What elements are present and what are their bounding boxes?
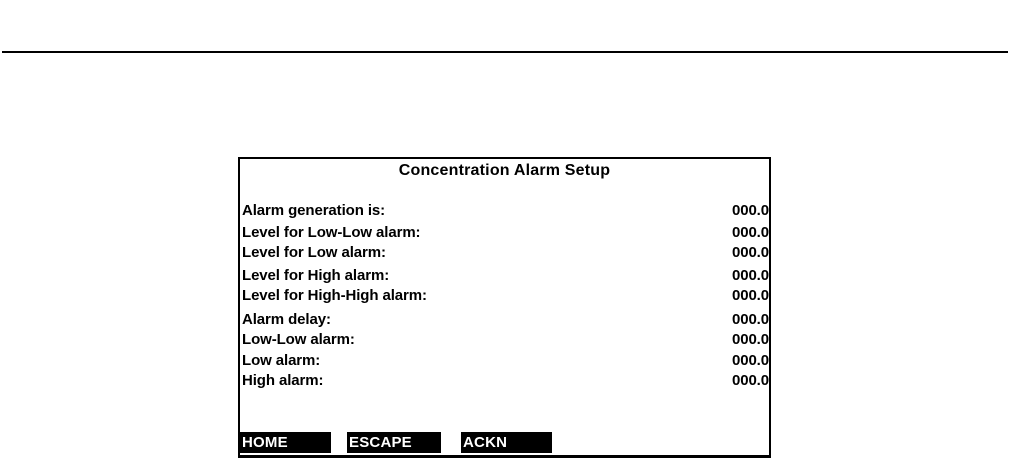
alarm-setting-row: Level for Low-Low alarm: 000.0 <box>241 223 769 243</box>
alarm-setting-row: Level for High-High alarm: 000.0 <box>241 286 769 306</box>
softkey-bar: HOME ESCAPE ACKN <box>240 432 552 453</box>
alarm-setting-label: Level for Low alarm: <box>242 244 386 261</box>
alarm-settings-list: Alarm generation is: 000.0 Level for Low-L… <box>241 201 769 391</box>
alarm-setting-value[interactable]: 000.0 <box>731 287 769 304</box>
alarm-setting-value[interactable]: 000.0 <box>731 311 769 328</box>
alarm-setting-value[interactable]: 000.0 <box>731 202 769 219</box>
alarm-setting-row: Alarm generation is: 000.0 <box>241 201 769 221</box>
alarm-setting-row: High alarm: 000.0 <box>241 371 769 391</box>
alarm-setting-label: Level for High-High alarm: <box>242 287 427 304</box>
softkey-home-button[interactable]: HOME <box>240 432 331 453</box>
alarm-setting-row: Low-Low alarm: 000.0 <box>241 330 769 350</box>
softkey-escape-button[interactable]: ESCAPE <box>347 432 441 453</box>
alarm-setting-value[interactable]: 000.0 <box>731 224 769 241</box>
alarm-setting-row: Level for Low alarm: 000.0 <box>241 243 769 263</box>
alarm-setting-label: Alarm delay: <box>242 311 331 328</box>
alarm-setting-row: Level for High alarm: 000.0 <box>241 266 769 286</box>
alarm-setting-label: High alarm: <box>242 372 324 389</box>
alarm-setting-label: Alarm generation is: <box>242 202 386 219</box>
alarm-setting-value[interactable]: 000.0 <box>731 331 769 348</box>
concentration-alarm-setup-panel: Concentration Alarm Setup Alarm generati… <box>238 157 771 458</box>
softkey-ackn-button[interactable]: ACKN <box>461 432 552 453</box>
page-top-divider <box>2 51 1008 53</box>
alarm-setting-label: Low-Low alarm: <box>242 331 355 348</box>
panel-title: Concentration Alarm Setup <box>398 162 611 179</box>
alarm-setting-value[interactable]: 000.0 <box>731 267 769 284</box>
alarm-setting-label: Low alarm: <box>242 352 321 369</box>
alarm-setting-row: Alarm delay: 000.0 <box>241 310 769 330</box>
alarm-setting-row: Low alarm: 000.0 <box>241 351 769 371</box>
alarm-setting-label: Level for Low-Low alarm: <box>242 224 421 241</box>
alarm-setting-value[interactable]: 000.0 <box>731 244 769 261</box>
alarm-setting-value[interactable]: 000.0 <box>731 352 769 369</box>
alarm-setting-value[interactable]: 000.0 <box>731 372 769 389</box>
alarm-setting-label: Level for High alarm: <box>242 267 390 284</box>
